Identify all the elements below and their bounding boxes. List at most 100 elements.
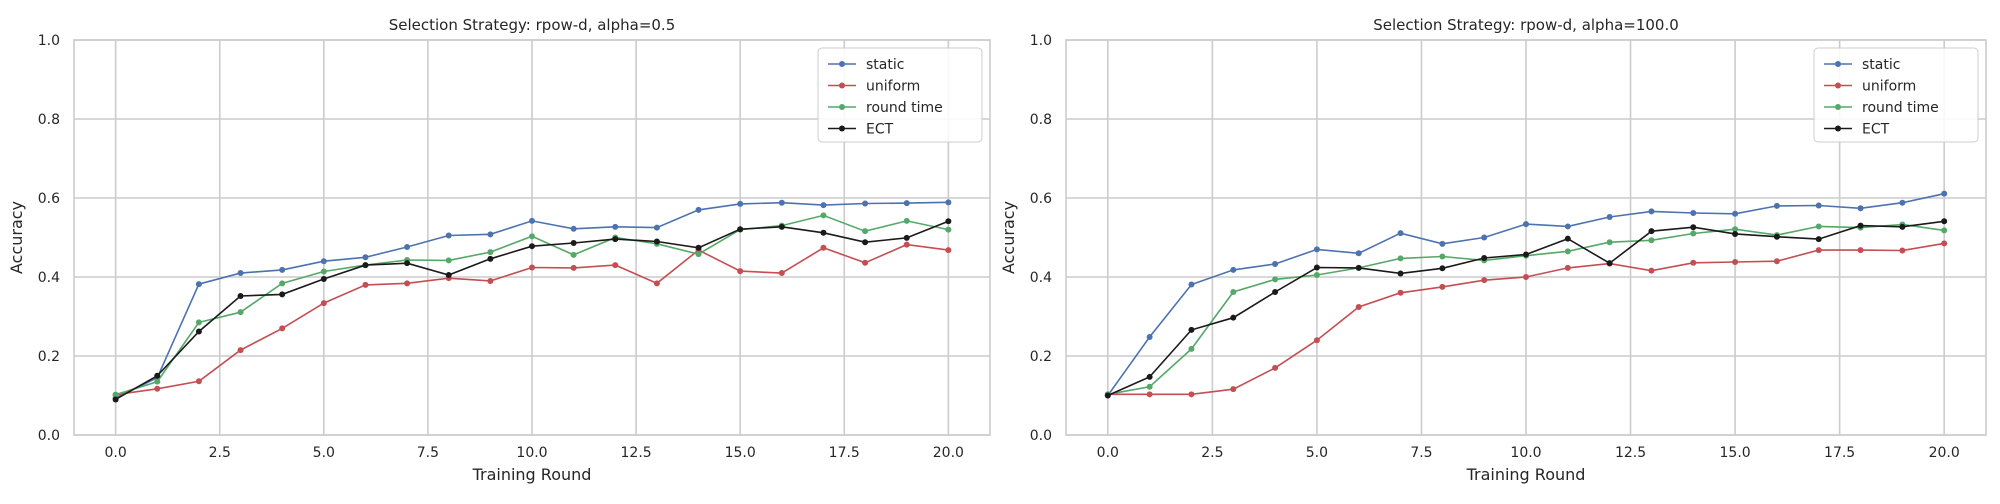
data-point [1941,227,1948,234]
data-point [1313,246,1320,253]
data-point [487,255,494,262]
data-point [195,328,202,335]
data-point [570,240,577,247]
data-point [1857,247,1864,254]
data-point [1899,199,1906,206]
data-point [903,200,910,207]
data-point [1397,230,1404,237]
data-point [237,347,244,354]
data-point [1648,228,1655,235]
data-point [1188,281,1195,288]
data-point [862,259,869,266]
data-point [279,266,286,273]
data-point [487,277,494,284]
data-point [1439,253,1446,260]
y-tick-label: 0.0 [38,428,60,444]
legend-marker [1835,104,1841,110]
data-point [778,270,785,277]
data-point [570,251,577,258]
data-point [1648,237,1655,244]
y-tick-label: 0.8 [38,112,60,128]
data-point [1439,240,1446,247]
chart-panel-0: 0.0 2.5 5.0 7.5 10.0 12.5 15.0 17.5 20.0 0.0 0.2 0.… [7,16,991,484]
y-tick-label: 1.0 [38,33,60,49]
data-point [1104,392,1111,399]
chart-title: Selection Strategy: rpow-d, alpha=0.5 [389,16,676,34]
plot-frame [73,39,991,436]
data-point [737,268,744,275]
data-point [778,223,785,230]
data-point [1355,264,1362,271]
data-point [945,247,952,254]
data-point [1230,289,1237,296]
data-point [237,270,244,277]
data-point [1146,391,1153,398]
y-tick-label: 1.0 [1030,33,1052,49]
data-point [1272,276,1279,283]
data-point [695,244,702,251]
data-point [612,262,619,269]
data-point [1606,239,1613,246]
data-point [362,262,369,269]
x-tick-label: 15.0 [725,445,756,461]
data-point [279,325,286,332]
legend-marker [1835,61,1841,67]
data-point [862,200,869,207]
data-point [1564,264,1571,271]
data-point [1272,364,1279,371]
x-axis-label: Training Round [472,465,592,484]
data-point [778,199,785,206]
data-point [1523,274,1529,280]
data-point [945,218,952,225]
legend-marker [839,125,845,132]
legend-label: ECT [1862,122,1890,138]
data-point [445,272,452,279]
chart-panel-1: 0.0 2.5 5.0 7.5 10.0 12.5 15.0 17.5 20.0 0.0 0.2 0.… [999,16,1987,484]
y-tick-label: 0.6 [1030,191,1052,207]
x-tick-label: 10.0 [516,445,547,461]
y-tick-label: 0.4 [38,270,60,286]
data-point [1941,218,1948,225]
data-point [195,319,202,326]
data-point [1941,190,1948,197]
legend-marker [839,82,845,89]
data-point [445,257,452,264]
x-tick-label: 0.0 [1097,445,1119,461]
legend-label: static [1862,57,1900,73]
data-point [1146,373,1153,380]
data-point [154,378,161,385]
legend-marker [839,61,845,67]
data-point [1732,226,1739,233]
data-point [1355,250,1362,257]
data-point [862,239,869,246]
data-point [112,396,119,403]
data-point [1690,259,1697,266]
data-point [945,199,952,206]
plot-frame [1065,39,1987,436]
data-point [1773,233,1780,240]
data-point [737,200,744,207]
y-tick-label: 0.6 [38,191,60,207]
data-point [695,206,702,213]
data-point [653,280,660,287]
data-point [1230,386,1237,393]
data-point [237,309,244,316]
data-point [362,281,369,288]
data-point [1941,240,1948,247]
data-point [1230,314,1237,321]
data-point [1397,270,1404,277]
data-point [1272,289,1279,296]
data-point [1439,283,1446,290]
data-point [612,236,619,243]
data-point [820,244,827,251]
data-point [154,385,161,392]
data-point [1732,258,1739,265]
data-point [320,300,327,307]
x-tick-label: 12.5 [1615,445,1646,461]
data-point [1272,260,1279,267]
data-point [1230,266,1237,273]
data-point [195,281,202,288]
data-point [570,264,577,271]
data-point [279,291,286,298]
